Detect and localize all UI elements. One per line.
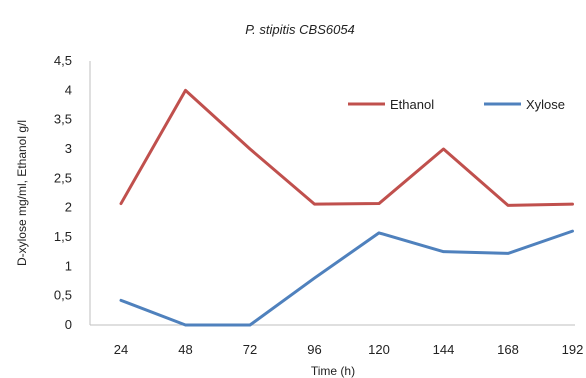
y-tick-label: 1,5 <box>54 229 72 244</box>
y-tick-label: 4 <box>65 82 72 97</box>
chart-title: P. stipitis CBS6054 <box>245 22 355 37</box>
legend-label-ethanol: Ethanol <box>390 97 434 112</box>
y-tick-label: 3,5 <box>54 112 72 127</box>
y-tick-label: 3 <box>65 141 72 156</box>
series-line-xylose <box>119 229 574 327</box>
legend-label-xylose: Xylose <box>526 97 565 112</box>
x-tick-label: 72 <box>243 342 257 357</box>
series-line-ethanol <box>119 88 574 207</box>
x-tick-labels: 24 48 72 96 120 144 168 192 <box>114 342 584 357</box>
y-tick-label: 2 <box>65 200 72 215</box>
x-tick-label: 96 <box>307 342 321 357</box>
x-tick-label: 120 <box>368 342 390 357</box>
y-tick-label: 2,5 <box>54 170 72 185</box>
x-tick-label: 168 <box>497 342 519 357</box>
x-axis-title: Time (h) <box>311 364 355 378</box>
y-tick-label: 1 <box>65 258 72 273</box>
y-tick-label: 0 <box>65 317 72 332</box>
x-tick-label: 192 <box>562 342 584 357</box>
x-tick-label: 24 <box>114 342 128 357</box>
y-axis-title: D-xylose mg/ml, Ethanol g/l <box>15 120 29 266</box>
x-tick-label: 144 <box>433 342 455 357</box>
y-tick-label: 0,5 <box>54 288 72 303</box>
y-tick-label: 4,5 <box>54 53 72 68</box>
legend: Ethanol Xylose <box>348 97 565 112</box>
x-tick-label: 48 <box>178 342 192 357</box>
series-lines <box>119 88 574 327</box>
y-tick-labels: 0 0,5 1 1,5 2 2,5 3 3,5 4 4,5 <box>54 53 72 332</box>
